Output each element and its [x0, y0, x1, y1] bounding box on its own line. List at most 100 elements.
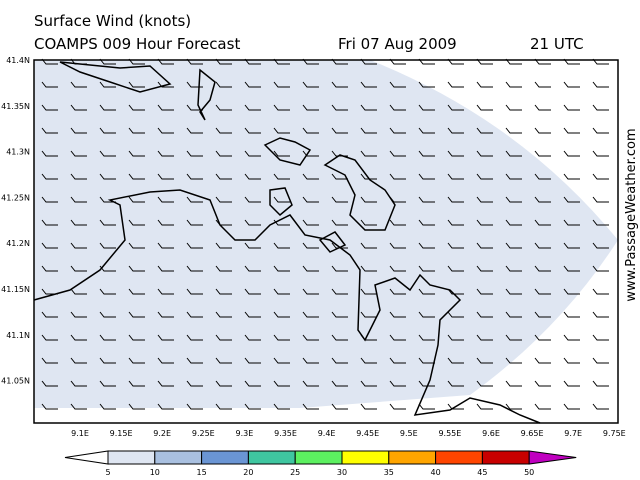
barb [331, 242, 348, 249]
barb [128, 357, 145, 364]
barb [41, 127, 58, 134]
barb [505, 219, 522, 226]
barb [128, 150, 145, 157]
barb [302, 403, 319, 410]
lon-label: 9.15E [110, 429, 133, 438]
barb [99, 357, 116, 364]
barb [41, 357, 58, 364]
barb [592, 127, 609, 134]
barb [186, 173, 203, 180]
map [33, 58, 619, 424]
barb [476, 265, 493, 272]
barb [534, 288, 551, 295]
barb [505, 150, 522, 157]
barb [476, 380, 493, 387]
barb [273, 242, 290, 249]
credit: www.PassageWeather.com [624, 128, 639, 301]
barb [273, 357, 290, 364]
barb [418, 380, 435, 387]
barb [418, 104, 435, 111]
lat-label: 41.4N [6, 56, 30, 65]
barb [389, 196, 406, 203]
barb [389, 81, 406, 88]
barb [360, 219, 377, 226]
barb [302, 127, 319, 134]
barb [70, 265, 87, 272]
barb [157, 127, 174, 134]
barb [273, 380, 290, 387]
barb [447, 219, 464, 226]
barb [505, 357, 522, 364]
barb [273, 311, 290, 318]
barb [302, 265, 319, 272]
barb [186, 357, 203, 364]
barb [215, 357, 232, 364]
barb [563, 173, 580, 180]
barb [418, 311, 435, 318]
barb [215, 173, 232, 180]
barb [331, 403, 348, 410]
barb [331, 265, 348, 272]
barb [505, 104, 522, 111]
barb [186, 403, 203, 410]
barb [476, 357, 493, 364]
barb [70, 334, 87, 341]
barb [505, 127, 522, 134]
barb [128, 265, 145, 272]
barb [244, 173, 261, 180]
barb [331, 173, 348, 180]
barb [186, 219, 203, 226]
barb [70, 150, 87, 157]
barb [447, 334, 464, 341]
lon-label: 9.45E [356, 429, 379, 438]
barb [273, 265, 290, 272]
barb [418, 219, 435, 226]
barb [157, 403, 174, 410]
barb [128, 196, 145, 203]
lon-label: 9.4E [318, 429, 336, 438]
barb [534, 265, 551, 272]
barb [273, 403, 290, 410]
barb [215, 380, 232, 387]
barb [186, 265, 203, 272]
barb [447, 196, 464, 203]
colorbar-swatch [388, 450, 437, 465]
barb [447, 265, 464, 272]
barb [186, 334, 203, 341]
barb [186, 150, 203, 157]
barb [273, 150, 290, 157]
barb [592, 196, 609, 203]
barb [360, 288, 377, 295]
barb [389, 127, 406, 134]
barb [476, 127, 493, 134]
lon-label: 9.25E [192, 429, 215, 438]
barb [360, 81, 377, 88]
barb [186, 104, 203, 111]
colorbar-label: 15 [197, 468, 207, 477]
barb [302, 219, 319, 226]
barb [186, 127, 203, 134]
colorbar-label: 50 [524, 468, 534, 477]
barb [592, 81, 609, 88]
barb [70, 357, 87, 364]
barb [186, 81, 203, 88]
barb [273, 196, 290, 203]
barb [99, 311, 116, 318]
barb [447, 81, 464, 88]
wind-barbs [41, 58, 609, 410]
barb [128, 311, 145, 318]
barb [331, 196, 348, 203]
barb [534, 357, 551, 364]
barb [563, 150, 580, 157]
barb [302, 81, 319, 88]
barb [128, 380, 145, 387]
barb [360, 242, 377, 249]
barb [534, 127, 551, 134]
barb [447, 173, 464, 180]
barb [157, 173, 174, 180]
barb [244, 357, 261, 364]
barb [273, 104, 290, 111]
lon-label: 9.6E [482, 429, 500, 438]
barb [157, 104, 174, 111]
barb [70, 81, 87, 88]
